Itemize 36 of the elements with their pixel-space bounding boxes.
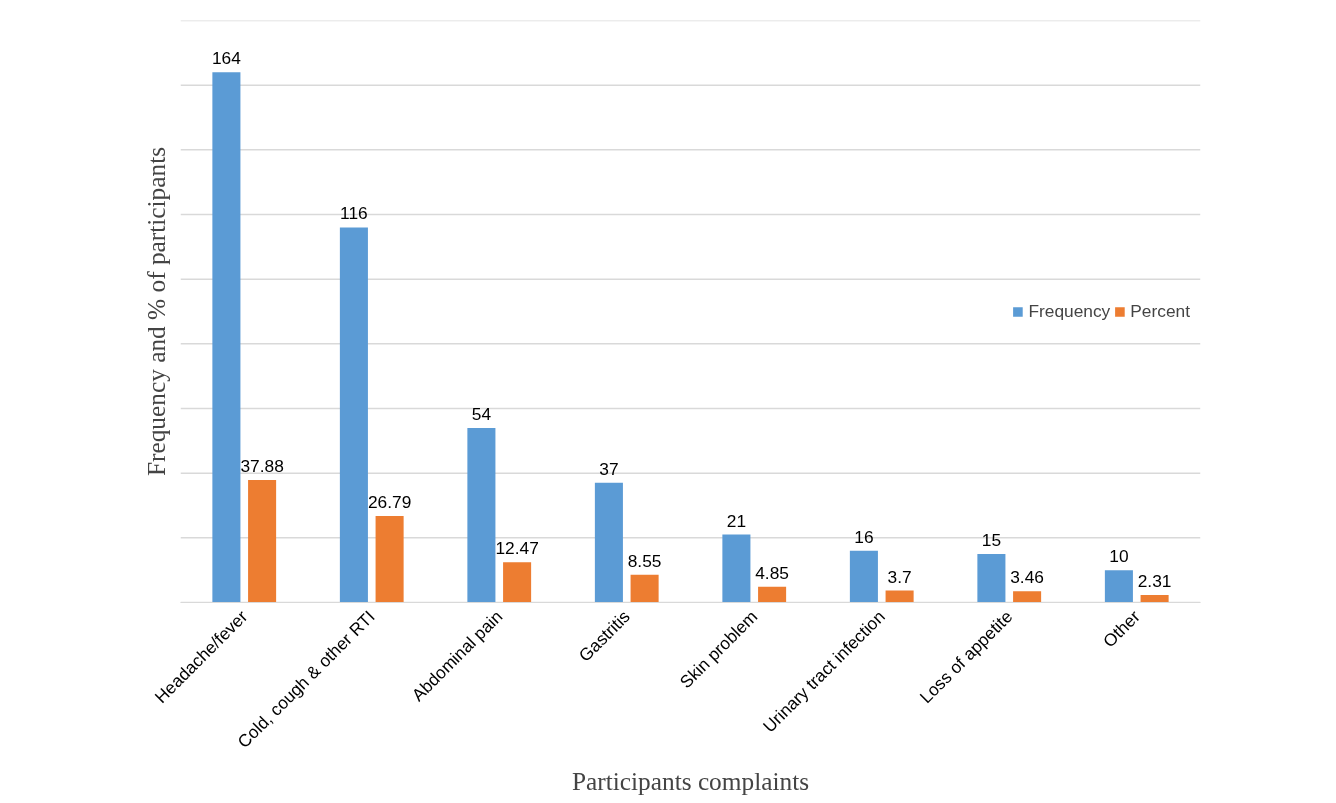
bar (977, 554, 1006, 603)
x-axis-title: Participants complaints (571, 766, 810, 795)
data-label: 21 (726, 510, 747, 531)
y-axis-title: Frequency and % of participants (141, 146, 170, 477)
bar (722, 534, 751, 603)
bar (758, 586, 787, 603)
bar (212, 72, 241, 603)
bar (339, 227, 368, 603)
data-label: 10 (1109, 546, 1129, 567)
data-label: 164 (211, 48, 242, 69)
bar (594, 482, 623, 603)
data-label: 16 (854, 526, 874, 547)
bar (375, 515, 404, 603)
data-label: 3.46 (1010, 567, 1044, 588)
bar (1013, 591, 1042, 603)
bar (849, 550, 878, 603)
data-label: 3.7 (887, 566, 912, 587)
bar (248, 480, 277, 603)
data-label: 12.47 (495, 538, 539, 559)
data-label: 54 (471, 403, 492, 424)
legend-label: Percent (1130, 300, 1190, 322)
data-label: 8.55 (627, 550, 662, 571)
data-label: 26.79 (367, 491, 412, 512)
data-label: 4.85 (755, 562, 789, 583)
data-label: 15 (981, 530, 1002, 550)
bar (503, 562, 532, 603)
bar (467, 427, 496, 603)
data-label: 2.31 (1137, 571, 1172, 592)
legend-label: Frequency (1028, 300, 1111, 322)
bar (885, 590, 914, 603)
data-label: 37 (599, 458, 619, 479)
data-label: 37.88 (240, 456, 284, 477)
bar (630, 574, 659, 603)
data-label: 116 (340, 203, 368, 224)
bar (1140, 595, 1169, 603)
bar (1104, 570, 1133, 603)
